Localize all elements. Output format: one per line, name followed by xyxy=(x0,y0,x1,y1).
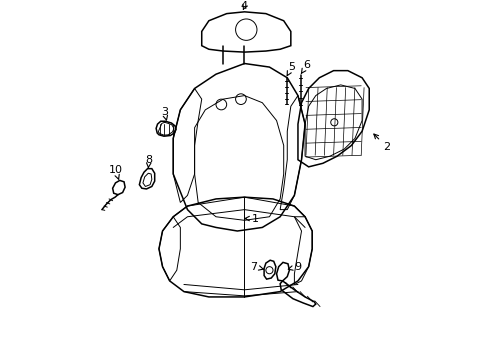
Text: 9: 9 xyxy=(287,262,301,272)
Text: 5: 5 xyxy=(286,62,295,76)
Text: 10: 10 xyxy=(108,166,122,179)
Text: 2: 2 xyxy=(373,134,390,152)
Text: 1: 1 xyxy=(244,213,258,224)
Text: 6: 6 xyxy=(301,60,310,73)
Text: 8: 8 xyxy=(145,155,152,168)
Text: 3: 3 xyxy=(161,107,167,120)
Text: 4: 4 xyxy=(241,1,247,12)
Text: 7: 7 xyxy=(250,262,263,272)
